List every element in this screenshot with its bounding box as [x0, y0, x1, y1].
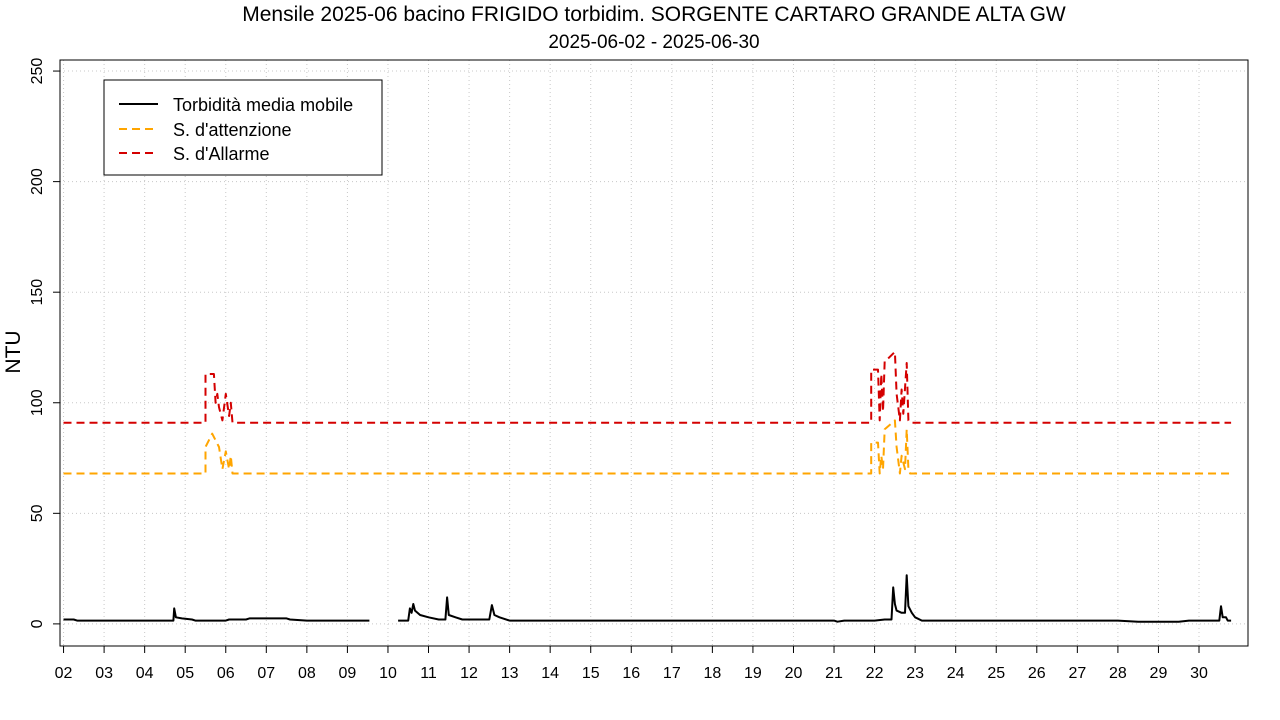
x-tick-label: 21: [825, 665, 843, 682]
x-tick-label: 07: [257, 665, 275, 682]
x-tick-label: 09: [339, 665, 357, 682]
grid: [60, 60, 1248, 646]
y-tick-label: 0: [29, 619, 46, 628]
x-tick-label: 02: [55, 665, 73, 682]
x-tick-label: 08: [298, 665, 316, 682]
plot-frame: [59, 59, 1249, 647]
x-tick-label: 16: [622, 665, 640, 682]
x-tick-label: 20: [785, 665, 803, 682]
legend-box: [103, 79, 383, 176]
x-tick-label: 25: [987, 665, 1005, 682]
series-group: [63, 350, 1232, 623]
x-tick-label: 11: [420, 665, 437, 682]
x-tick-label: 15: [582, 665, 600, 682]
y-tick-label: 250: [29, 58, 46, 85]
x-tick-label: 05: [176, 665, 194, 682]
y-axis: 0 50 100 150 200 250: [29, 58, 60, 628]
y-tick-label: 100: [29, 389, 46, 416]
series-turbidity-line: [63, 607, 370, 622]
x-tick-label: 26: [1028, 665, 1046, 682]
x-tick-label: 13: [501, 665, 519, 682]
x-axis: 02 03 04 05 06 07 08 09 10 11 12 13 14 15 16 17 18 19 20 21…: [55, 646, 1208, 682]
x-tick-label: 27: [1068, 665, 1086, 682]
x-tick-label: 03: [95, 665, 113, 682]
x-tick-label: 14: [541, 665, 559, 682]
x-tick-label: 19: [744, 665, 762, 682]
x-tick-label: 24: [947, 665, 965, 682]
x-tick-label: 12: [460, 665, 478, 682]
x-tick-label: 04: [136, 665, 154, 682]
x-tick-label: 22: [866, 665, 884, 682]
x-tick-label: 06: [217, 665, 235, 682]
x-tick-label: 28: [1109, 665, 1127, 682]
series-turbidity-line: [398, 574, 1232, 623]
legend-label-attention: S. d'attenzione: [173, 120, 292, 140]
legend-label-alarm: S. d'Allarme: [173, 144, 269, 164]
series-alarm-line: [63, 350, 1232, 424]
y-tick-label: 200: [29, 168, 46, 195]
x-tick-label: 10: [379, 665, 397, 682]
x-tick-label: 30: [1190, 665, 1208, 682]
x-tick-label: 18: [703, 665, 721, 682]
legend-label-turbidity: Torbidità media mobile: [173, 95, 353, 115]
chart-title: Mensile 2025-06 bacino FRIGIDO torbidim.…: [242, 3, 1066, 26]
series-attention-line: [63, 419, 1232, 475]
chart-subtitle: 2025-06-02 - 2025-06-30: [548, 32, 759, 53]
y-tick-label: 150: [29, 279, 46, 306]
x-tick-label: 23: [906, 665, 924, 682]
y-tick-label: 50: [29, 504, 46, 522]
x-tick-label: 29: [1150, 665, 1168, 682]
y-axis-label: NTU: [2, 330, 25, 373]
x-tick-label: 17: [663, 665, 681, 682]
legend: Torbidità media mobile S. d'attenzione S…: [103, 79, 383, 176]
